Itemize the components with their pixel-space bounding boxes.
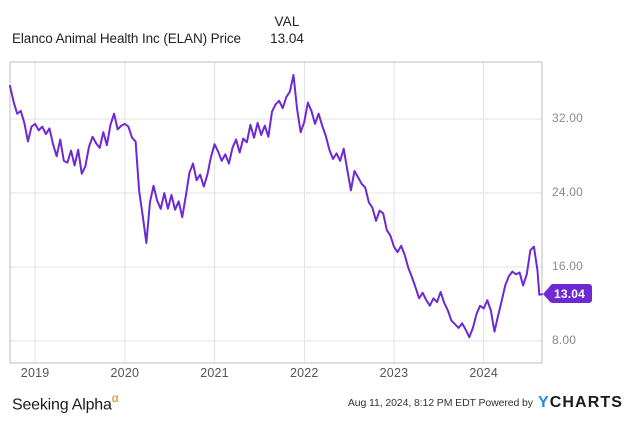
y-axis-tick-label: 24.00	[552, 185, 584, 200]
y-axis-tick-label: 32.00	[552, 111, 584, 126]
ycharts-logo: YCHARTS	[538, 395, 623, 411]
page-title: Elanco Animal Health Inc (ELAN) Price	[12, 31, 241, 46]
alpha-glyph-icon: α	[111, 391, 119, 405]
x-axis-tick-label: 2024	[469, 366, 498, 380]
val-column-header: VAL	[274, 14, 300, 29]
x-axis-tick-label: 2022	[289, 366, 319, 380]
x-axis-tick-label: 2020	[110, 366, 140, 380]
y-axis-tick-label: 8.00	[552, 332, 577, 347]
attribution: Aug 11, 2024, 8:12 PM EDT Powered by YCH…	[348, 395, 623, 411]
chart-footer: Seeking Alphaα Aug 11, 2024, 8:12 PM EDT…	[0, 390, 635, 424]
ycharts-wordmark: CHARTS	[549, 394, 623, 411]
badge-arrow-icon	[543, 284, 551, 303]
chart-header: Elanco Animal Health Inc (ELAN) Price VA…	[0, 0, 635, 58]
seeking-alpha-logo: Seeking Alphaα	[12, 391, 119, 414]
x-axis-tick-label: 2021	[200, 366, 229, 380]
val-column: VAL 13.04	[247, 13, 327, 48]
axis-frame	[9, 61, 543, 364]
last-value-badge: 13.04	[543, 284, 593, 304]
seeking-alpha-wordmark: Seeking Alpha	[12, 396, 112, 414]
x-axis-tick-label: 2023	[379, 366, 409, 380]
gridlines	[10, 62, 542, 363]
attribution-text: Aug 11, 2024, 8:12 PM EDT Powered by	[347, 397, 533, 409]
price-series-line	[9, 73, 543, 339]
ycharts-y-mark: Y	[537, 394, 550, 411]
val-column-value: 13.04	[270, 31, 304, 46]
last-value-badge-label: 13.04	[550, 284, 593, 304]
x-axis-tick-label: 2019	[20, 366, 50, 380]
y-axis-tick-label: 16.00	[552, 258, 584, 273]
